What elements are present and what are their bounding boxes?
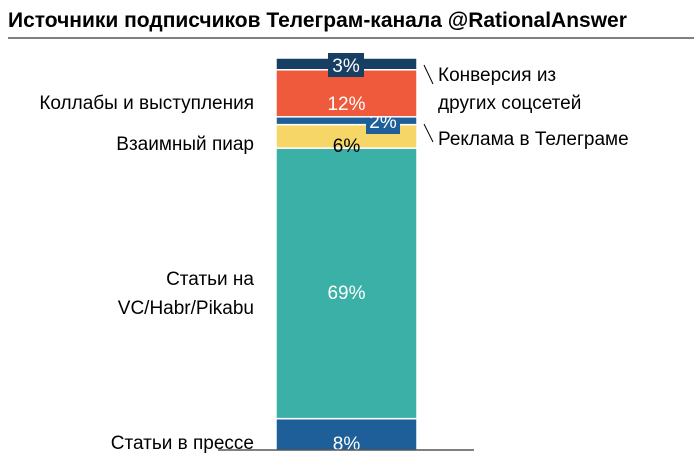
- data-label: 6%: [333, 136, 361, 157]
- data-label: 3%: [332, 56, 360, 77]
- category-label: Статьи в прессе: [111, 433, 254, 454]
- chart-title: Источники подписчиков Телеграм-канала @R…: [8, 9, 627, 32]
- category-label: VC/Habr/Pikabu: [118, 298, 254, 319]
- data-label: 12%: [327, 94, 365, 115]
- leader-line: [423, 123, 434, 143]
- category-label: Реклама в Телеграме: [438, 129, 629, 150]
- category-label: Конверсия из: [438, 65, 556, 86]
- stacked-bar: 8% Статьи в прессе 69% Статьи на VC/Habr/Pik…: [39, 53, 629, 455]
- category-label: Взаимный пиар: [116, 134, 254, 155]
- category-label: Коллабы и выступления: [39, 93, 254, 114]
- leader-line: [423, 64, 434, 85]
- category-label: Статьи на: [166, 269, 254, 290]
- bar-segment: [275, 147, 418, 420]
- data-label: 69%: [327, 283, 365, 304]
- data-label: 8%: [333, 434, 361, 455]
- data-label-box: [328, 53, 364, 77]
- category-label: других соцсетей: [438, 93, 581, 114]
